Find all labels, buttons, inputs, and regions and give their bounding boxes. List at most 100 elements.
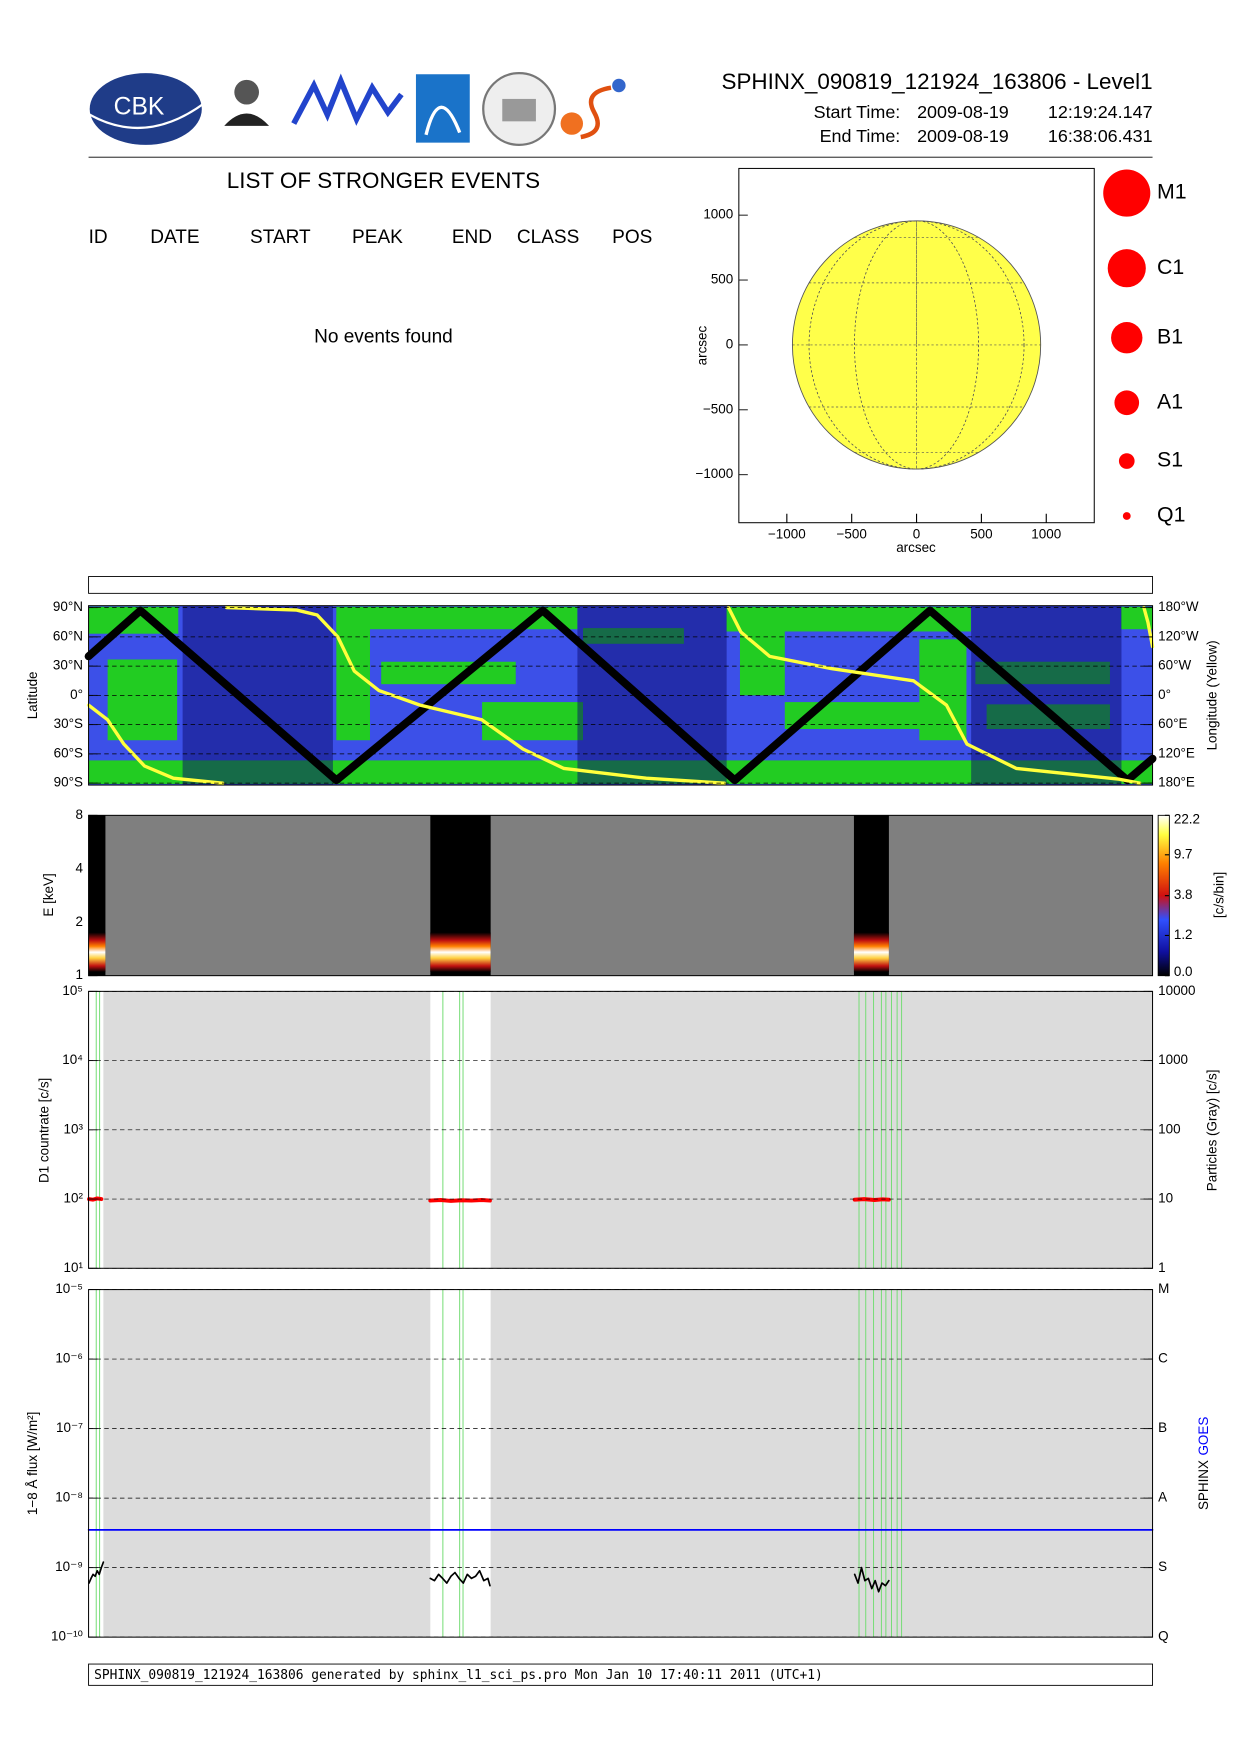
disk-meridian <box>854 220 979 470</box>
class-symbol <box>1107 249 1146 288</box>
y-tick-label: 90°N <box>53 599 83 614</box>
y2-tick-label: 180°W <box>1158 599 1199 614</box>
y-axis-label: arcsec <box>695 326 710 366</box>
class-label: Q1 <box>1157 503 1185 527</box>
cbk-logo <box>89 73 202 145</box>
class-symbol <box>1103 169 1151 217</box>
y-tick-label: 0° <box>70 687 83 702</box>
plot-background <box>88 815 1153 976</box>
series-line <box>86 605 1155 785</box>
y-tick-label: 500 <box>711 272 733 287</box>
y-tick-label: 30°N <box>53 658 83 673</box>
y-tick-label: 60°N <box>53 628 83 643</box>
class-label: C1 <box>1157 255 1184 279</box>
y2-tick-label: B <box>1158 1420 1167 1435</box>
y2-tick-label: Q <box>1158 1629 1168 1644</box>
y2-axis-label: Particles (Gray) [c/s] <box>1205 1070 1220 1192</box>
class-label: M1 <box>1157 180 1187 204</box>
logo-swoosh <box>89 102 205 130</box>
empty-strip <box>88 576 1153 594</box>
events-columns: ID DATE START PEAK END CLASS POS <box>89 227 653 248</box>
column-header: END <box>452 227 492 248</box>
logo-text: CBK <box>114 93 165 120</box>
portrait-head <box>234 79 259 105</box>
y-tick-label: 10⁻⁹ <box>55 1559 83 1574</box>
particle-region <box>739 614 785 696</box>
particle-region <box>107 659 178 741</box>
x-tick-label: 0 <box>913 527 920 542</box>
y2-tick-label: M <box>1158 1281 1169 1296</box>
disk-meridian <box>808 220 1025 470</box>
start-label: Start Time: <box>814 102 901 122</box>
y-axis-label: E [keV] <box>41 873 56 916</box>
class-symbol <box>1122 512 1131 520</box>
particle-region <box>381 661 516 685</box>
x-tick-label: 1000 <box>1031 527 1061 542</box>
colorbar-tick-label: 1.2 <box>1174 927 1193 942</box>
colorbar-label: [c/s/bin] <box>1211 872 1226 918</box>
globe-logo <box>612 78 626 93</box>
y-tick-label: 30°S <box>54 716 83 731</box>
y-tick-label: 60°S <box>54 745 83 760</box>
particle-region <box>482 702 584 741</box>
blue-logo-arc <box>424 105 462 136</box>
class-symbol <box>1118 453 1135 469</box>
legend-entry: SPHINX <box>1196 1460 1211 1510</box>
y-tick-label: 8 <box>75 807 82 822</box>
class-symbol <box>1111 322 1143 354</box>
class-symbol <box>1114 390 1140 416</box>
seal-building <box>502 98 536 122</box>
events-title: LIST OF STRONGER EVENTS <box>227 168 540 193</box>
y-tick-label: 10⁻¹⁰ <box>51 1629 83 1644</box>
y2-tick-label: S <box>1158 1559 1167 1574</box>
y2-tick-label: 10 <box>1158 1191 1173 1206</box>
emission-band <box>88 932 106 972</box>
logos: CBK <box>89 72 626 147</box>
column-header: ID <box>89 227 108 248</box>
series-line <box>88 1561 890 1593</box>
y2-tick-label: A <box>1158 1490 1167 1505</box>
y-tick-label: 90°S <box>54 775 83 790</box>
colorbar-tick-label: 0.0 <box>1174 964 1193 979</box>
legend: SPHINX GOES <box>1196 1417 1211 1510</box>
y-tick-label: 1 <box>75 967 82 982</box>
plot-frame <box>88 1289 1154 1638</box>
legend-entry: GOES <box>1196 1417 1211 1456</box>
report-title: SPHINX_090819_121924_163806 - Level1 <box>722 69 1153 94</box>
y-tick-label: −500 <box>703 401 733 416</box>
y2-tick-label: 1 <box>1158 1260 1165 1275</box>
y2-tick-label: 120°W <box>1158 628 1199 643</box>
start-date: 2009-08-19 <box>917 102 1009 122</box>
y-tick-label: 10⁻⁸ <box>55 1490 83 1505</box>
class-label: S1 <box>1157 448 1183 472</box>
data-interval <box>430 1289 491 1638</box>
y-tick-label: 0 <box>726 336 733 351</box>
sun-logo <box>560 112 584 135</box>
column-header: PEAK <box>352 227 403 248</box>
column-header: DATE <box>150 227 199 248</box>
y2-tick-label: 0° <box>1158 687 1171 702</box>
s-logo <box>580 85 612 140</box>
portrait-body <box>224 113 270 126</box>
footer-text: SPHINX_090819_121924_163806 generated by… <box>94 1668 823 1683</box>
y-tick-label: 4 <box>75 860 83 875</box>
y-tick-label: 10⁻⁵ <box>55 1281 83 1296</box>
y-tick-label: 2 <box>75 914 82 929</box>
x-tick-label: −1000 <box>768 527 806 542</box>
y-tick-label: 10³ <box>64 1121 84 1136</box>
y-tick-label: 10⁻⁷ <box>56 1420 83 1435</box>
column-header: POS <box>612 227 652 248</box>
y2-tick-label: 100 <box>1158 1121 1180 1136</box>
y2-tick-label: C <box>1158 1351 1168 1366</box>
plot-background <box>88 991 1153 1269</box>
plot-frame <box>88 814 1154 977</box>
y-tick-label: 1000 <box>703 207 733 222</box>
class-label: B1 <box>1157 324 1183 348</box>
y2-tick-label: 60°W <box>1158 658 1191 673</box>
column-header: START <box>250 227 311 248</box>
x-tick-label: 500 <box>970 527 992 542</box>
y-tick-label: 10⁻⁶ <box>55 1351 83 1366</box>
y-tick-label: −1000 <box>695 466 733 481</box>
colorbar-tick-label: 3.8 <box>1174 887 1193 902</box>
